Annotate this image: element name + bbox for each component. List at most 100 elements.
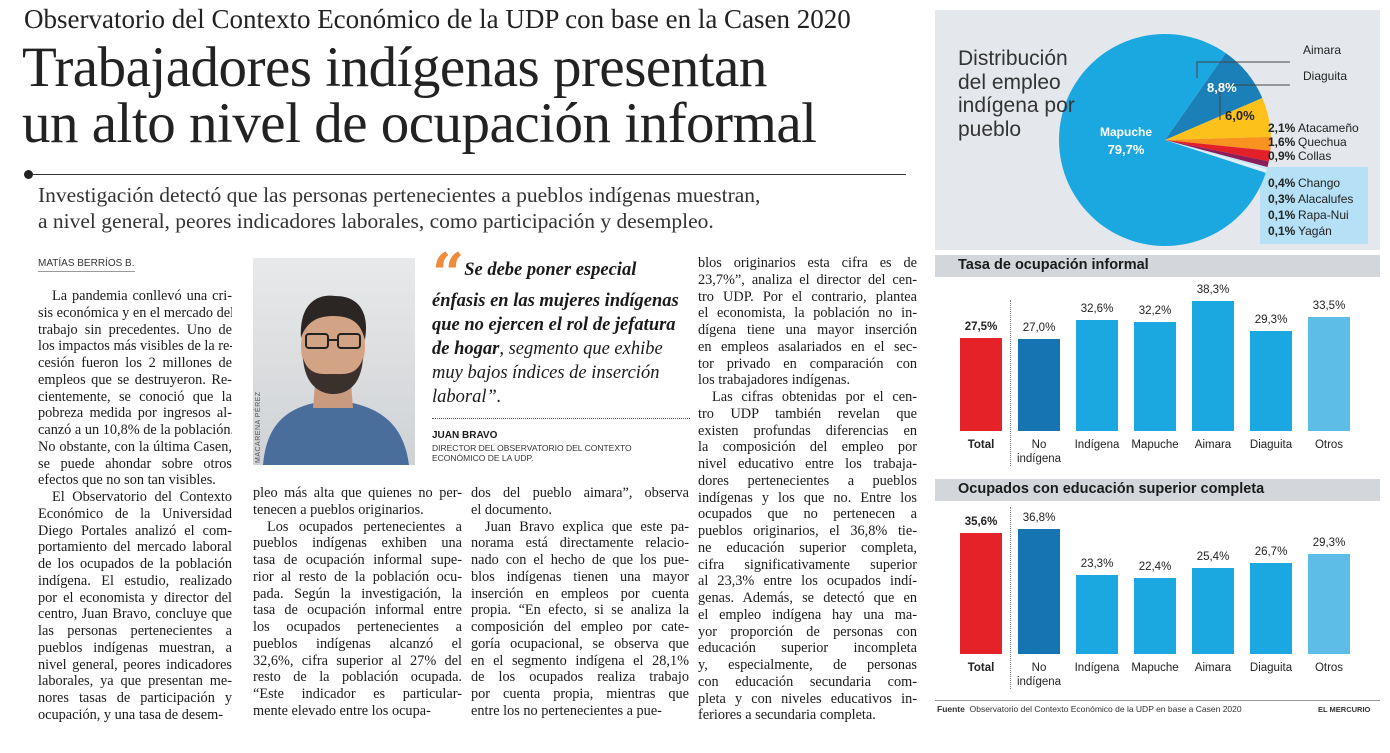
- text-line: rior al resto de la población ocu-: [253, 568, 462, 585]
- bar-category-label: Aimara: [1194, 439, 1232, 451]
- subtitle: Investigación detectó que las personas p…: [38, 182, 760, 234]
- divider: [26, 174, 906, 175]
- headline: Trabajadores indígenas presentan un alto…: [22, 36, 817, 152]
- text-line: los impactos más visibles de la re-: [38, 338, 232, 355]
- text-line: Las cifras obtenidas por el cen-: [712, 389, 917, 405]
- divider-dot: [24, 170, 33, 179]
- text-line: mente elevado entre los ocupa-: [253, 702, 431, 719]
- text-line: en el segmento indígena el 28,1%: [471, 652, 689, 669]
- bar-value-label: 38,3%: [1196, 283, 1230, 296]
- bar-value-label: 32,2%: [1138, 304, 1172, 317]
- subtitle-line: a nivel general, peores indicadores labo…: [38, 209, 714, 233]
- quote-author-role: DIRECTOR DEL OBSERVATORIO DEL CONTEXTO E…: [432, 443, 632, 463]
- text-line: empleos que se destruyeron. Re-: [38, 371, 232, 388]
- pie-slice-atacameño: [1165, 136, 1271, 151]
- bar-1-total: [960, 337, 1002, 431]
- text-line: tro UDP. Por el contrario, plantea: [698, 288, 917, 305]
- text-line: tor privado en comparación con: [698, 355, 917, 372]
- text-line: dígena tiene una mayor inserción: [698, 322, 917, 338]
- text-line: blos originarios esta cifra es de: [698, 255, 917, 271]
- source-text: Observatorio del Contexto Económico de l…: [969, 704, 1242, 714]
- bar-category-label: Diaguita: [1249, 439, 1293, 451]
- bar-2-mapuche: [1134, 577, 1176, 654]
- text-line: goría ocupacional, se observa que: [471, 635, 689, 652]
- text-line: por el economista y director del: [38, 589, 232, 606]
- pie-slice-aimara: [1165, 53, 1263, 140]
- separator: [1010, 300, 1011, 466]
- text-line: inserción en empleos por cuenta: [471, 585, 689, 602]
- bar-2-total: [960, 532, 1002, 654]
- text-line: nores tasas de participación y: [38, 690, 232, 706]
- text-line: pobreza medida por ingresos al-: [38, 405, 232, 422]
- bar-1-mapuche: [1134, 321, 1176, 431]
- text-line: norama está directamente relacio-: [471, 535, 689, 552]
- text-line: yor proporción de personas con: [698, 623, 917, 640]
- text-line: efectos que no son tan visibles.: [38, 472, 216, 489]
- source-label: Fuente: [937, 704, 965, 714]
- bar-category-label: Mapuche: [1131, 439, 1179, 451]
- pie-slice-mapuche: [1059, 34, 1266, 247]
- bar-category-label: Total: [967, 662, 995, 674]
- byline: MATÍAS BERRÍOS B.: [38, 258, 135, 272]
- text-line: nivel educativo entre los trabaja-: [698, 456, 917, 472]
- text-line: ocupados que no pertenecen a: [698, 506, 917, 523]
- bar-category-label: Mapuche: [1131, 662, 1179, 674]
- article-column-2: pleo más alta que quienes no per-tenecen…: [253, 485, 462, 720]
- bar-value-label: 29,3%: [1254, 314, 1288, 327]
- pie-label-collas: 0,9% Collas: [1268, 149, 1332, 163]
- bar-category-label: Otros: [1314, 662, 1344, 674]
- portrait-photo: [253, 258, 415, 465]
- text-line: entre los no pertenecientes a pue-: [471, 702, 662, 719]
- bar-category-label: Indígena: [1074, 662, 1120, 674]
- quote-author: JUAN BRAVO: [432, 430, 498, 441]
- text-line: 32,6%, cifra superior al 27% del: [253, 652, 462, 669]
- article-column-1: La pandemia conllevó una cri-sis económi…: [38, 288, 232, 724]
- text-line: cientemente, se conoció que la: [38, 388, 232, 405]
- photo-credit: MACARENA PÉREZ: [255, 391, 262, 463]
- bar-2-no-indígena: [1018, 528, 1060, 654]
- bar-2-otros: [1308, 554, 1350, 654]
- text-line: nivel general, peores indicadores: [38, 656, 232, 673]
- article-column-3: dos del pueblo aimara”, observa el docume…: [471, 485, 689, 720]
- text-line: los trabajadores indígenas.: [698, 372, 851, 389]
- bar-1-otros: [1308, 317, 1350, 431]
- text-line: nado con el hecho de que los pue-: [471, 552, 689, 568]
- mapuche-value: 79,7%: [1107, 142, 1145, 157]
- text-line: pueblos originarios, el 36,8% tie-: [698, 523, 917, 539]
- pull-quote: “Se debe poner especial énfasis en las m…: [432, 246, 694, 409]
- text-line: tasa de ocupación informal supe-: [253, 552, 462, 568]
- pie-label-alacalufes: 0,3% Alacalufes: [1268, 192, 1354, 206]
- text-line: de los ocupados realiza trabajo: [471, 669, 689, 686]
- text-line: laborales, ya que presentan me-: [38, 673, 232, 690]
- bar-1-aimara: [1192, 300, 1234, 431]
- text-line: al 23,3% entre los ocupados indí-: [698, 573, 917, 590]
- bar-value-label: 27,0%: [1022, 322, 1056, 335]
- bar-category-label: Diaguita: [1249, 662, 1293, 674]
- text-line: feriores a secundaria completa.: [698, 707, 876, 724]
- text-line: blos indígenas tienen una mayor: [471, 568, 689, 585]
- kicker: Observatorio del Contexto Económico de l…: [24, 4, 851, 34]
- text-line: la composición del empleo por: [698, 439, 917, 456]
- text-line: indígena. El estudio, realizado: [38, 572, 232, 589]
- text-line: cesión fueron los 2 millones de: [38, 355, 232, 371]
- text-line: indígenas y los que no. Entre los: [698, 489, 917, 506]
- text-line: propia. “En efecto, si se analiza la: [471, 602, 689, 619]
- pie-slice-alacalufes: [1165, 140, 1267, 172]
- text-line: se puede ahondar sobre otros: [38, 455, 232, 472]
- bar-category-label: Total: [967, 439, 995, 451]
- text-line: pueblos indígenas alcanzó el: [253, 635, 462, 652]
- text-line: pada. Según la investigación, la: [253, 585, 462, 602]
- headline-line: Trabajadores indígenas presentan: [22, 36, 767, 99]
- pie-label-atacameño: 2,1% Atacameño: [1268, 121, 1359, 135]
- quote-divider: [432, 418, 690, 419]
- text-line: pleo más alta que quienes no per-: [253, 485, 462, 501]
- footer-divider: [935, 700, 1380, 701]
- text-line: tenecen a pueblos originarios.: [253, 501, 424, 518]
- quote-regular: , segmento que exhibe muy bajos índices …: [432, 339, 663, 407]
- text-line: las personas pertenecientes a: [38, 623, 232, 639]
- text-line: tro UDP también revelan que: [698, 405, 917, 422]
- pie-slice-quechua: [1165, 140, 1271, 162]
- text-line: El Observatorio del Contexto: [52, 489, 232, 505]
- bar-category-label: No indígena: [1016, 662, 1062, 688]
- bar-category-label: Aimara: [1194, 662, 1232, 674]
